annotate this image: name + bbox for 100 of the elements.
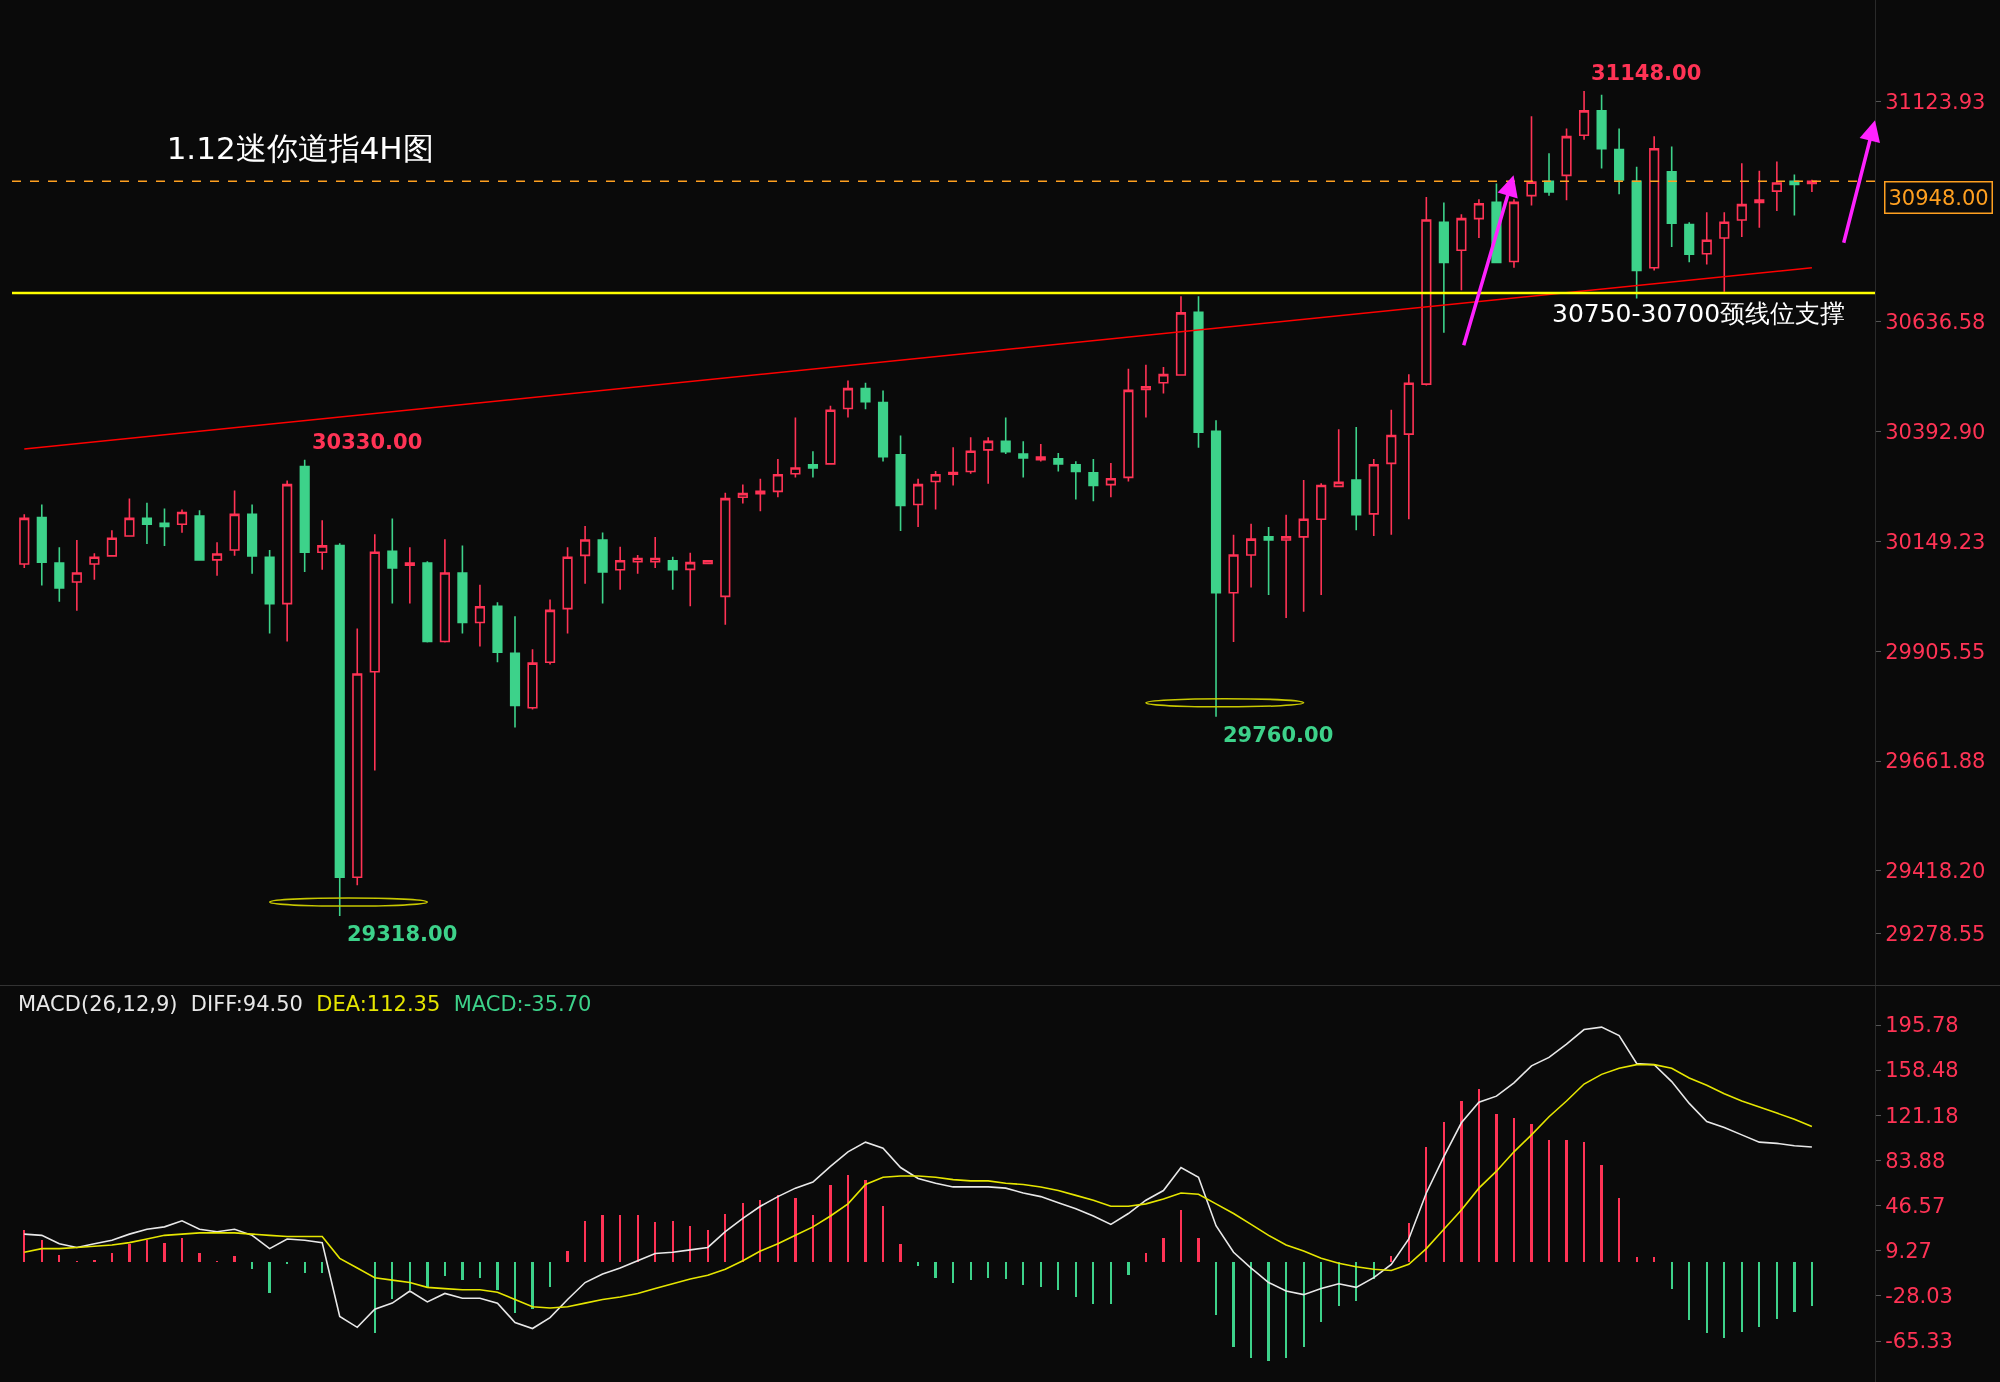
candlestick	[264, 549, 275, 635]
bar	[163, 1242, 166, 1262]
y-tick-label: 158.48	[1885, 1058, 1959, 1083]
line-series	[23, 1063, 1813, 1309]
bar	[1460, 1100, 1463, 1262]
candlestick	[1035, 443, 1046, 463]
candlestick	[124, 497, 135, 537]
y-tick-label: 195.78	[1885, 1013, 1959, 1038]
bar	[1600, 1165, 1603, 1262]
candlestick	[1228, 533, 1239, 643]
candlestick	[737, 483, 748, 505]
candlestick	[1193, 295, 1204, 449]
candlestick	[1140, 363, 1152, 419]
candlestick	[299, 459, 310, 573]
candlestick	[948, 446, 959, 487]
candlestick	[1333, 428, 1344, 488]
bar	[829, 1184, 832, 1262]
y-tick-label: 46.57	[1885, 1193, 1946, 1218]
bar	[198, 1253, 201, 1262]
text: MACD:-35.70	[453, 992, 592, 1016]
candlestick	[1438, 201, 1449, 334]
candlestick	[544, 598, 556, 666]
bar	[794, 1197, 797, 1262]
candlestick	[597, 531, 608, 605]
candlestick	[1281, 514, 1292, 619]
candlestick	[1508, 198, 1520, 269]
annotation: 30330.00	[312, 430, 423, 454]
candlestick	[54, 546, 65, 603]
y-tick-label: 31123.93	[1885, 90, 1986, 115]
bar	[1197, 1237, 1200, 1262]
candlestick	[352, 627, 363, 887]
y-tick-label: -28.03	[1885, 1284, 1953, 1309]
candlestick	[842, 379, 854, 419]
candlestick	[1789, 173, 1800, 217]
candlestick	[1210, 419, 1222, 718]
candlestick	[1526, 115, 1537, 207]
candlestick	[1631, 166, 1642, 300]
candlestick	[877, 389, 889, 463]
candlestick	[1543, 152, 1555, 197]
candlestick	[790, 416, 801, 479]
candlestick	[965, 436, 976, 475]
y-tick-label: 29418.20	[1885, 859, 1986, 884]
annotation: 29318.00	[347, 922, 458, 946]
bar	[934, 1261, 937, 1278]
candlestick	[562, 546, 573, 635]
candlestick	[1298, 479, 1309, 613]
candlestick	[317, 519, 328, 571]
candlestick	[1263, 526, 1274, 596]
text: DIFF:94.50	[190, 992, 303, 1016]
candlestick	[106, 529, 117, 557]
candlestick	[1701, 211, 1712, 266]
candlestick	[1316, 482, 1327, 596]
y-tick-label: 121.18	[1885, 1103, 1959, 1128]
candlestick	[19, 513, 30, 569]
candlestick	[509, 615, 521, 729]
candlestick	[282, 479, 293, 643]
candlestick	[1000, 416, 1011, 455]
bar	[1565, 1139, 1568, 1262]
candlestick	[1105, 462, 1116, 499]
candlestick	[1684, 221, 1695, 264]
candlestick	[1596, 93, 1607, 170]
candlestick	[860, 381, 871, 411]
candlestick	[1053, 452, 1064, 473]
y-tick-label: 83.88	[1885, 1148, 1946, 1173]
candlestick	[229, 489, 240, 557]
text: DEA:112.35	[316, 992, 441, 1016]
annotation: 29760.00	[1223, 723, 1334, 747]
candlestick	[141, 501, 153, 545]
y-tick-label: 29661.88	[1885, 749, 1986, 774]
bar	[864, 1179, 867, 1262]
candlestick	[1649, 135, 1660, 272]
bar	[899, 1243, 902, 1262]
y-tick-label: 29905.55	[1885, 639, 1986, 664]
ref-line-label: 30750-30700颈线位支撑	[1552, 299, 1846, 328]
y-tick-label: 30636.58	[1885, 309, 1986, 334]
bar	[110, 1253, 114, 1262]
y-tick-label: 29278.55	[1885, 922, 1986, 947]
bar	[1232, 1261, 1235, 1347]
candlestick	[1473, 198, 1485, 239]
bar	[531, 1261, 534, 1310]
candlestick	[89, 552, 100, 581]
candlestick	[720, 491, 731, 626]
candlestick	[1123, 367, 1134, 483]
bar	[1495, 1114, 1498, 1262]
bar	[1267, 1261, 1270, 1362]
candlestick	[439, 538, 450, 644]
bar	[426, 1261, 429, 1288]
candlestick	[36, 503, 47, 587]
y-tick-label: -65.33	[1885, 1329, 1953, 1354]
candlestick	[387, 517, 398, 605]
candlestick	[1578, 90, 1590, 141]
candlestick	[580, 525, 591, 585]
candlestick	[1386, 408, 1397, 536]
candlestick	[1070, 460, 1081, 501]
y-tick-label: 30392.90	[1885, 419, 1986, 444]
candlestick	[334, 542, 345, 917]
candlestick	[1736, 162, 1747, 238]
line-series	[23, 1026, 1813, 1330]
annotation: 31148.00	[1591, 61, 1702, 85]
candlestick	[615, 546, 626, 591]
